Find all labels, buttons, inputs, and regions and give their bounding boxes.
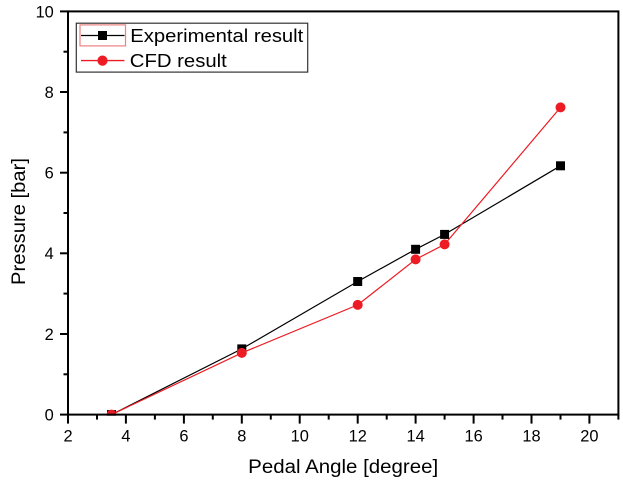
svg-text:8: 8: [45, 84, 54, 102]
svg-text:10: 10: [36, 3, 54, 21]
svg-text:6: 6: [45, 165, 54, 183]
svg-text:Pedal Angle [degree]: Pedal Angle [degree]: [248, 456, 438, 478]
svg-text:18: 18: [522, 428, 540, 446]
svg-text:CFD result: CFD result: [130, 50, 228, 71]
svg-text:6: 6: [179, 428, 188, 446]
svg-text:16: 16: [464, 428, 482, 446]
svg-text:0: 0: [45, 407, 54, 425]
svg-text:4: 4: [45, 245, 54, 263]
svg-text:2: 2: [63, 428, 72, 446]
svg-text:12: 12: [349, 428, 367, 446]
svg-text:10: 10: [291, 428, 309, 446]
svg-text:2: 2: [45, 326, 54, 344]
svg-text:8: 8: [237, 428, 246, 446]
svg-text:Pressure [bar]: Pressure [bar]: [8, 158, 30, 285]
svg-text:4: 4: [121, 428, 130, 446]
svg-text:14: 14: [406, 428, 424, 446]
svg-text:Experimental result: Experimental result: [130, 25, 304, 46]
svg-text:20: 20: [580, 428, 598, 446]
